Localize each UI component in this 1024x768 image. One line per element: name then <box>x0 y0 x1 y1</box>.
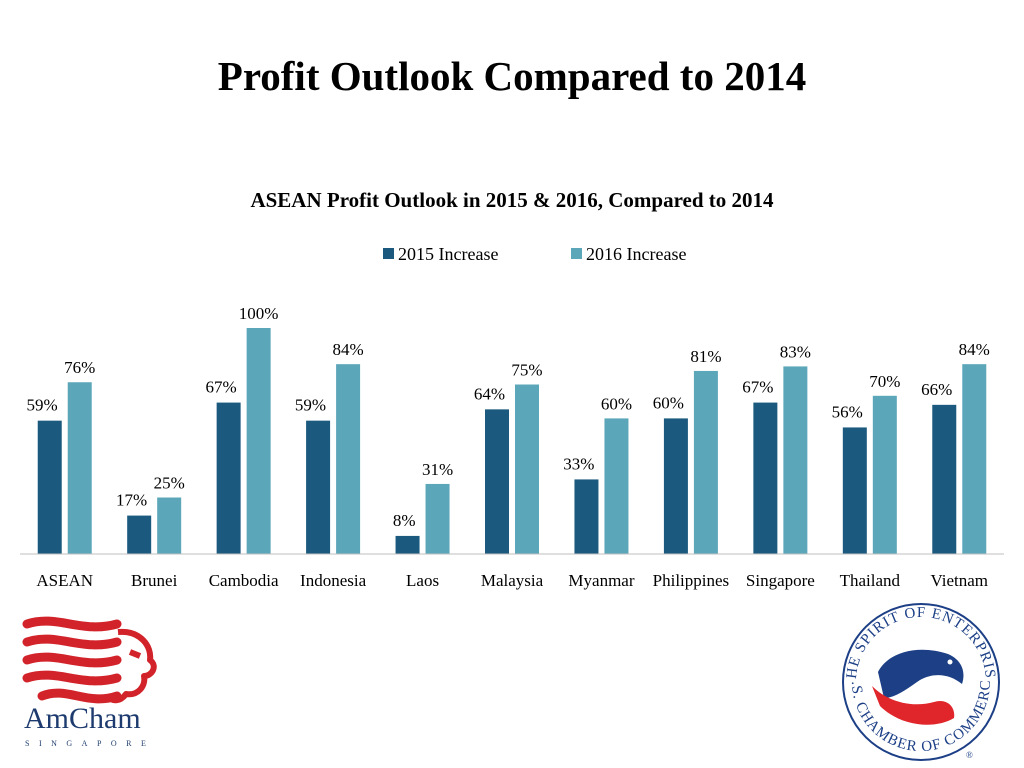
data-label: 56% <box>832 402 863 421</box>
data-label: 60% <box>601 394 632 413</box>
us-chamber-seal: THE SPIRIT OF ENTERPRISE U.S. CHAMBER OF… <box>838 602 1000 761</box>
bar-2015 <box>306 420 331 554</box>
bar-2016 <box>67 382 92 554</box>
bar-2016 <box>246 328 271 554</box>
eagle-icon <box>871 632 971 732</box>
data-label: 75% <box>511 361 542 380</box>
bar-2016 <box>962 364 987 554</box>
data-label: 60% <box>653 393 684 412</box>
category-labels: ASEAN Brunei Cambodia Indonesia Laos Malaysia… <box>36 571 988 590</box>
seal-outer-ring <box>842 603 1000 761</box>
legend-label: 2016 Increase <box>586 244 686 264</box>
data-label: 59% <box>27 396 58 415</box>
data-label: 70% <box>869 372 900 391</box>
chart-title: ASEAN Profit Outlook in 2015 & 2016, Com… <box>250 188 774 212</box>
bar-chart: ASEAN Profit Outlook in 2015 & 2016, Com… <box>20 188 1004 590</box>
legend-swatch <box>571 248 582 259</box>
bar-2015 <box>574 479 599 554</box>
category-label: Myanmar <box>568 571 634 590</box>
bar-2015 <box>127 515 152 554</box>
data-label: 31% <box>422 460 453 479</box>
legend-swatch <box>383 248 394 259</box>
amcham-subtitle: SINGAPORE <box>25 739 155 748</box>
data-label: 100% <box>239 304 279 323</box>
category-label: ASEAN <box>36 571 93 590</box>
bar-2016 <box>425 483 450 554</box>
bar-2016 <box>872 395 897 554</box>
data-label: 84% <box>333 340 364 359</box>
bar-2015 <box>753 402 778 554</box>
category-label: Cambodia <box>209 571 279 590</box>
category-label: Indonesia <box>300 571 367 590</box>
amcham-logo: AmCham SINGAPORE <box>22 616 157 748</box>
data-label: 83% <box>780 342 811 361</box>
bar-2016 <box>604 418 629 554</box>
bar-2016 <box>693 370 718 554</box>
bar-2015 <box>842 427 867 554</box>
data-label: 64% <box>474 384 505 403</box>
bar-2015 <box>395 535 420 554</box>
data-label: 59% <box>295 396 326 415</box>
data-label: 8% <box>393 511 416 530</box>
data-label: 33% <box>563 454 594 473</box>
bar-2015 <box>485 409 509 554</box>
lion-head-icon <box>105 628 157 704</box>
slide-title: Profit Outlook Compared to 2014 <box>217 53 807 99</box>
category-label: Singapore <box>746 571 815 590</box>
amcham-wordmark: AmCham <box>24 702 141 735</box>
data-label: 76% <box>64 358 95 377</box>
bar-2016 <box>515 384 539 554</box>
registered-mark: ® <box>966 750 973 760</box>
data-label: 67% <box>742 378 773 397</box>
data-label: 17% <box>116 491 147 510</box>
bar-2015 <box>663 418 688 554</box>
data-label: 67% <box>205 378 236 397</box>
bar-2016 <box>157 497 182 554</box>
category-label: Thailand <box>840 571 901 590</box>
bar-2016 <box>783 366 808 554</box>
bar-2015 <box>216 402 241 554</box>
category-label: Vietnam <box>931 571 989 590</box>
category-label: Laos <box>406 571 439 590</box>
data-label: 25% <box>154 474 185 493</box>
category-label: Malaysia <box>481 571 544 590</box>
category-label: Philippines <box>653 571 730 590</box>
bar-2015 <box>37 420 62 554</box>
data-label: 84% <box>959 340 990 359</box>
data-label: 66% <box>921 380 952 399</box>
data-label: 81% <box>690 347 721 366</box>
category-label: Brunei <box>131 571 178 590</box>
chart-legend: 2015 Increase 2016 Increase <box>383 244 686 264</box>
bar-2016 <box>336 364 361 554</box>
bar-2015 <box>932 404 957 554</box>
chart-bars: 59% 76% 17% 25% 67% 100% 59% 84% 8% 31% 64% 75% 33% 6… <box>27 304 990 554</box>
legend-label: 2015 Increase <box>398 244 498 264</box>
lion-stripes-icon <box>22 616 122 704</box>
